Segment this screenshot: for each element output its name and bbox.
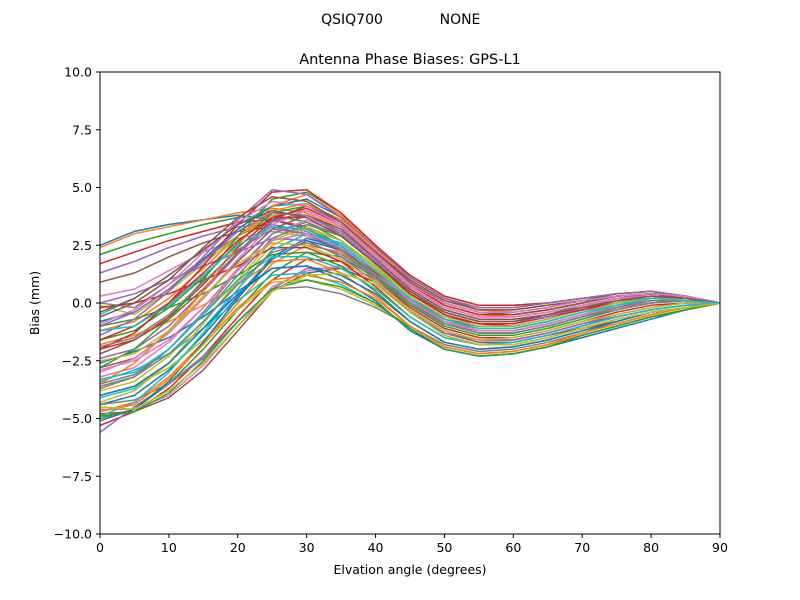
series-line-52 [99,274,721,413]
suptitle-left: QSIQ700 [321,12,383,28]
series-line-53 [99,279,721,417]
y-tick-label: −10.0 [54,527,92,542]
series-line-56 [99,209,721,323]
y-tick-label: 7.5 [72,122,92,137]
series-line-51 [99,265,721,397]
y-tick-label: −7.5 [62,469,92,484]
series-line-45 [99,189,721,336]
series-line-60 [99,226,721,332]
x-tick-label: 90 [712,540,728,555]
x-axis-label: Elvation angle (degrees) [333,562,486,577]
x-axis-ticks: 0 10 20 30 40 50 60 70 80 90 [96,534,728,555]
series-line-31 [99,265,721,364]
chart-title: Antenna Phase Biases: GPS-L1 [299,52,521,68]
y-axis-label: Bias (mm) [27,271,42,335]
x-tick-label: 70 [574,540,590,555]
y-tick-label: −5.0 [62,411,92,426]
series-line-59 [99,272,721,411]
suptitle-right: NONE [440,12,481,28]
x-tick-label: 0 [96,540,104,555]
series-line-49 [99,242,720,362]
x-tick-label: 10 [161,540,177,555]
x-tick-label: 30 [299,540,315,555]
x-tick-label: 50 [436,540,452,555]
series-line-37 [99,209,721,373]
y-tick-label: 5.0 [72,180,92,195]
series-line-50 [99,256,721,380]
y-tick-label: 10.0 [64,65,92,80]
series-line-58 [99,242,721,387]
series-group [99,189,721,434]
y-tick-label: 0.0 [72,296,92,311]
y-tick-label: −2.5 [62,353,92,368]
x-tick-label: 80 [643,540,659,555]
series-line-47 [99,200,721,325]
x-tick-label: 40 [368,540,384,555]
y-tick-label: 2.5 [72,238,92,253]
x-tick-label: 60 [505,540,521,555]
x-tick-label: 20 [230,540,246,555]
y-axis-ticks: −10.0 −7.5 −5.0 −2.5 0.0 2.5 5.0 7.5 10.0 [54,65,100,542]
